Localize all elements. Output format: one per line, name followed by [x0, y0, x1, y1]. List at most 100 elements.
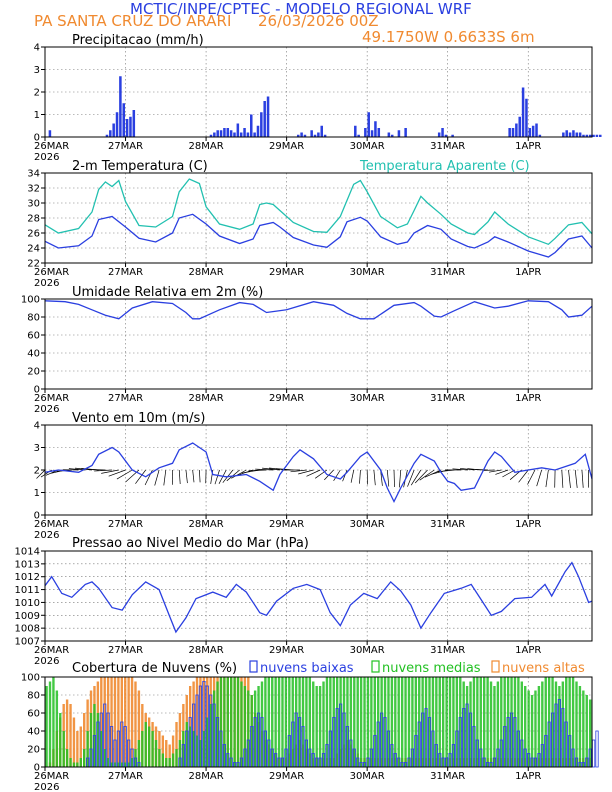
cloud-mid-bar: [274, 677, 277, 767]
precip-bar: [313, 134, 317, 137]
cloud-mid-bar: [585, 695, 588, 767]
apparent-temp-line: [44, 178, 593, 246]
wind-title: Vento em 10m (m/s): [72, 411, 205, 426]
cloud-mid-bar: [578, 686, 582, 767]
cloud-mid-bar: [154, 740, 158, 767]
cloud-mid-bar: [476, 677, 479, 767]
cloud-mid-bar: [435, 677, 438, 767]
wind-arrow: [306, 469, 321, 477]
precip-bar: [568, 132, 572, 137]
legend-low-label: nuvens baixas: [260, 661, 354, 676]
panel-frame: [44, 676, 593, 768]
precip-bar: [374, 121, 377, 137]
cloud-mid-bar: [178, 740, 182, 767]
cloud-mid-bar: [571, 677, 575, 767]
cloud-mid-bar: [89, 713, 93, 767]
cloud-mid-bar: [452, 677, 455, 767]
cloud-mid-bar: [541, 681, 544, 767]
precip-bar: [588, 134, 592, 137]
cloud-mid-bar: [209, 704, 212, 767]
cloud-mid-bar: [233, 677, 236, 767]
wind-arrow: [581, 469, 584, 488]
cloud-mid-bar: [182, 731, 185, 767]
cloud-mid-bar: [83, 749, 86, 767]
cloud-mid-bar: [124, 762, 127, 767]
cloud-mid-bar: [240, 681, 243, 767]
cloud-mid-bar: [339, 677, 342, 767]
cloud-mid-bar: [472, 677, 476, 767]
precip-bar: [250, 114, 253, 137]
x-tick-label: 28MAR: [189, 267, 224, 278]
wind-arrow: [178, 469, 181, 485]
wind-speed-line: [44, 442, 593, 503]
cloud-mid-bar: [188, 726, 192, 767]
cloud-mid-bar: [486, 677, 489, 767]
cloud-mid-bar: [356, 677, 359, 767]
cloud-mid-bar: [117, 762, 120, 767]
cloud-high-bar: [199, 677, 202, 767]
precip-bar: [377, 128, 381, 137]
x-tick-label: 30MAR: [350, 393, 385, 404]
x-tick-label: 27MAR: [108, 267, 143, 278]
cloud-high-bar: [106, 677, 110, 767]
cloud-mid-bar: [414, 677, 418, 767]
cloud-mid-bar: [257, 686, 260, 767]
x-tick-label: 30MAR: [350, 267, 385, 278]
wind-arrow: [502, 469, 515, 478]
cloud-mid-bar: [247, 690, 250, 767]
header-location: PA SANTA CRUZ DO ARARI: [34, 12, 231, 30]
precip-bar: [518, 116, 521, 137]
cloud-mid-bar: [322, 681, 325, 767]
x-tick-label: 30MAR: [350, 519, 385, 530]
precip-bar: [263, 101, 266, 137]
wind-arrow: [373, 469, 376, 486]
x-tick-label: 1APR: [515, 771, 541, 782]
cloud-mid-bar: [506, 677, 510, 767]
cloud-mid-bar: [500, 677, 503, 767]
cloud-mid-bar: [250, 695, 253, 767]
cloud-mid-bar: [106, 758, 110, 767]
cloud-mid-bar: [373, 677, 376, 767]
cloud-mid-bar: [147, 726, 151, 767]
cloud-mid-bar: [561, 681, 565, 767]
cloud-mid-bar: [588, 699, 592, 767]
precip-bar: [125, 119, 129, 137]
precip-bar: [575, 132, 579, 137]
cloud-mid-bar: [325, 677, 329, 767]
y-tick-label: 40: [27, 349, 40, 360]
precip-bar: [129, 116, 132, 137]
cloud-high-bar: [113, 677, 117, 767]
cloud-mid-bar: [158, 749, 161, 767]
precip-bar: [528, 128, 532, 137]
wind-arrow: [231, 469, 247, 479]
wind-arrow: [185, 469, 188, 484]
cloud-mid-bar: [168, 758, 171, 767]
cloud-mid-bar: [267, 677, 271, 767]
cloud-mid-bar: [520, 681, 523, 767]
wind-arrow: [298, 469, 314, 475]
cloud-mid-bar: [445, 677, 448, 767]
header-run: 26/03/2026 00Z: [258, 12, 379, 30]
wind-arrow: [359, 469, 361, 484]
wind-arrow: [545, 469, 549, 488]
cloud-mid-bar: [363, 677, 366, 767]
wind-arrow: [574, 469, 578, 488]
wind-arrow: [410, 469, 422, 486]
temp-line: [44, 213, 593, 258]
precip-bar: [441, 128, 444, 137]
cloud-mid-bar: [318, 686, 322, 767]
precip-bar: [525, 98, 528, 137]
wind-arrow: [386, 469, 390, 487]
x-tick-label: 1APR: [515, 141, 541, 152]
cloud-mid-bar: [551, 677, 554, 767]
cloud-high-bar: [192, 681, 195, 767]
cloud-mid-bar: [537, 686, 541, 767]
precip-bar: [223, 128, 226, 137]
cloud-mid-bar: [110, 762, 113, 767]
x-tick-label: 29MAR: [269, 267, 304, 278]
cloud-mid-bar: [510, 677, 513, 767]
cloud-mid-bar: [315, 686, 318, 767]
x-tick-label: 27MAR: [108, 141, 143, 152]
precip-bar: [582, 134, 585, 137]
